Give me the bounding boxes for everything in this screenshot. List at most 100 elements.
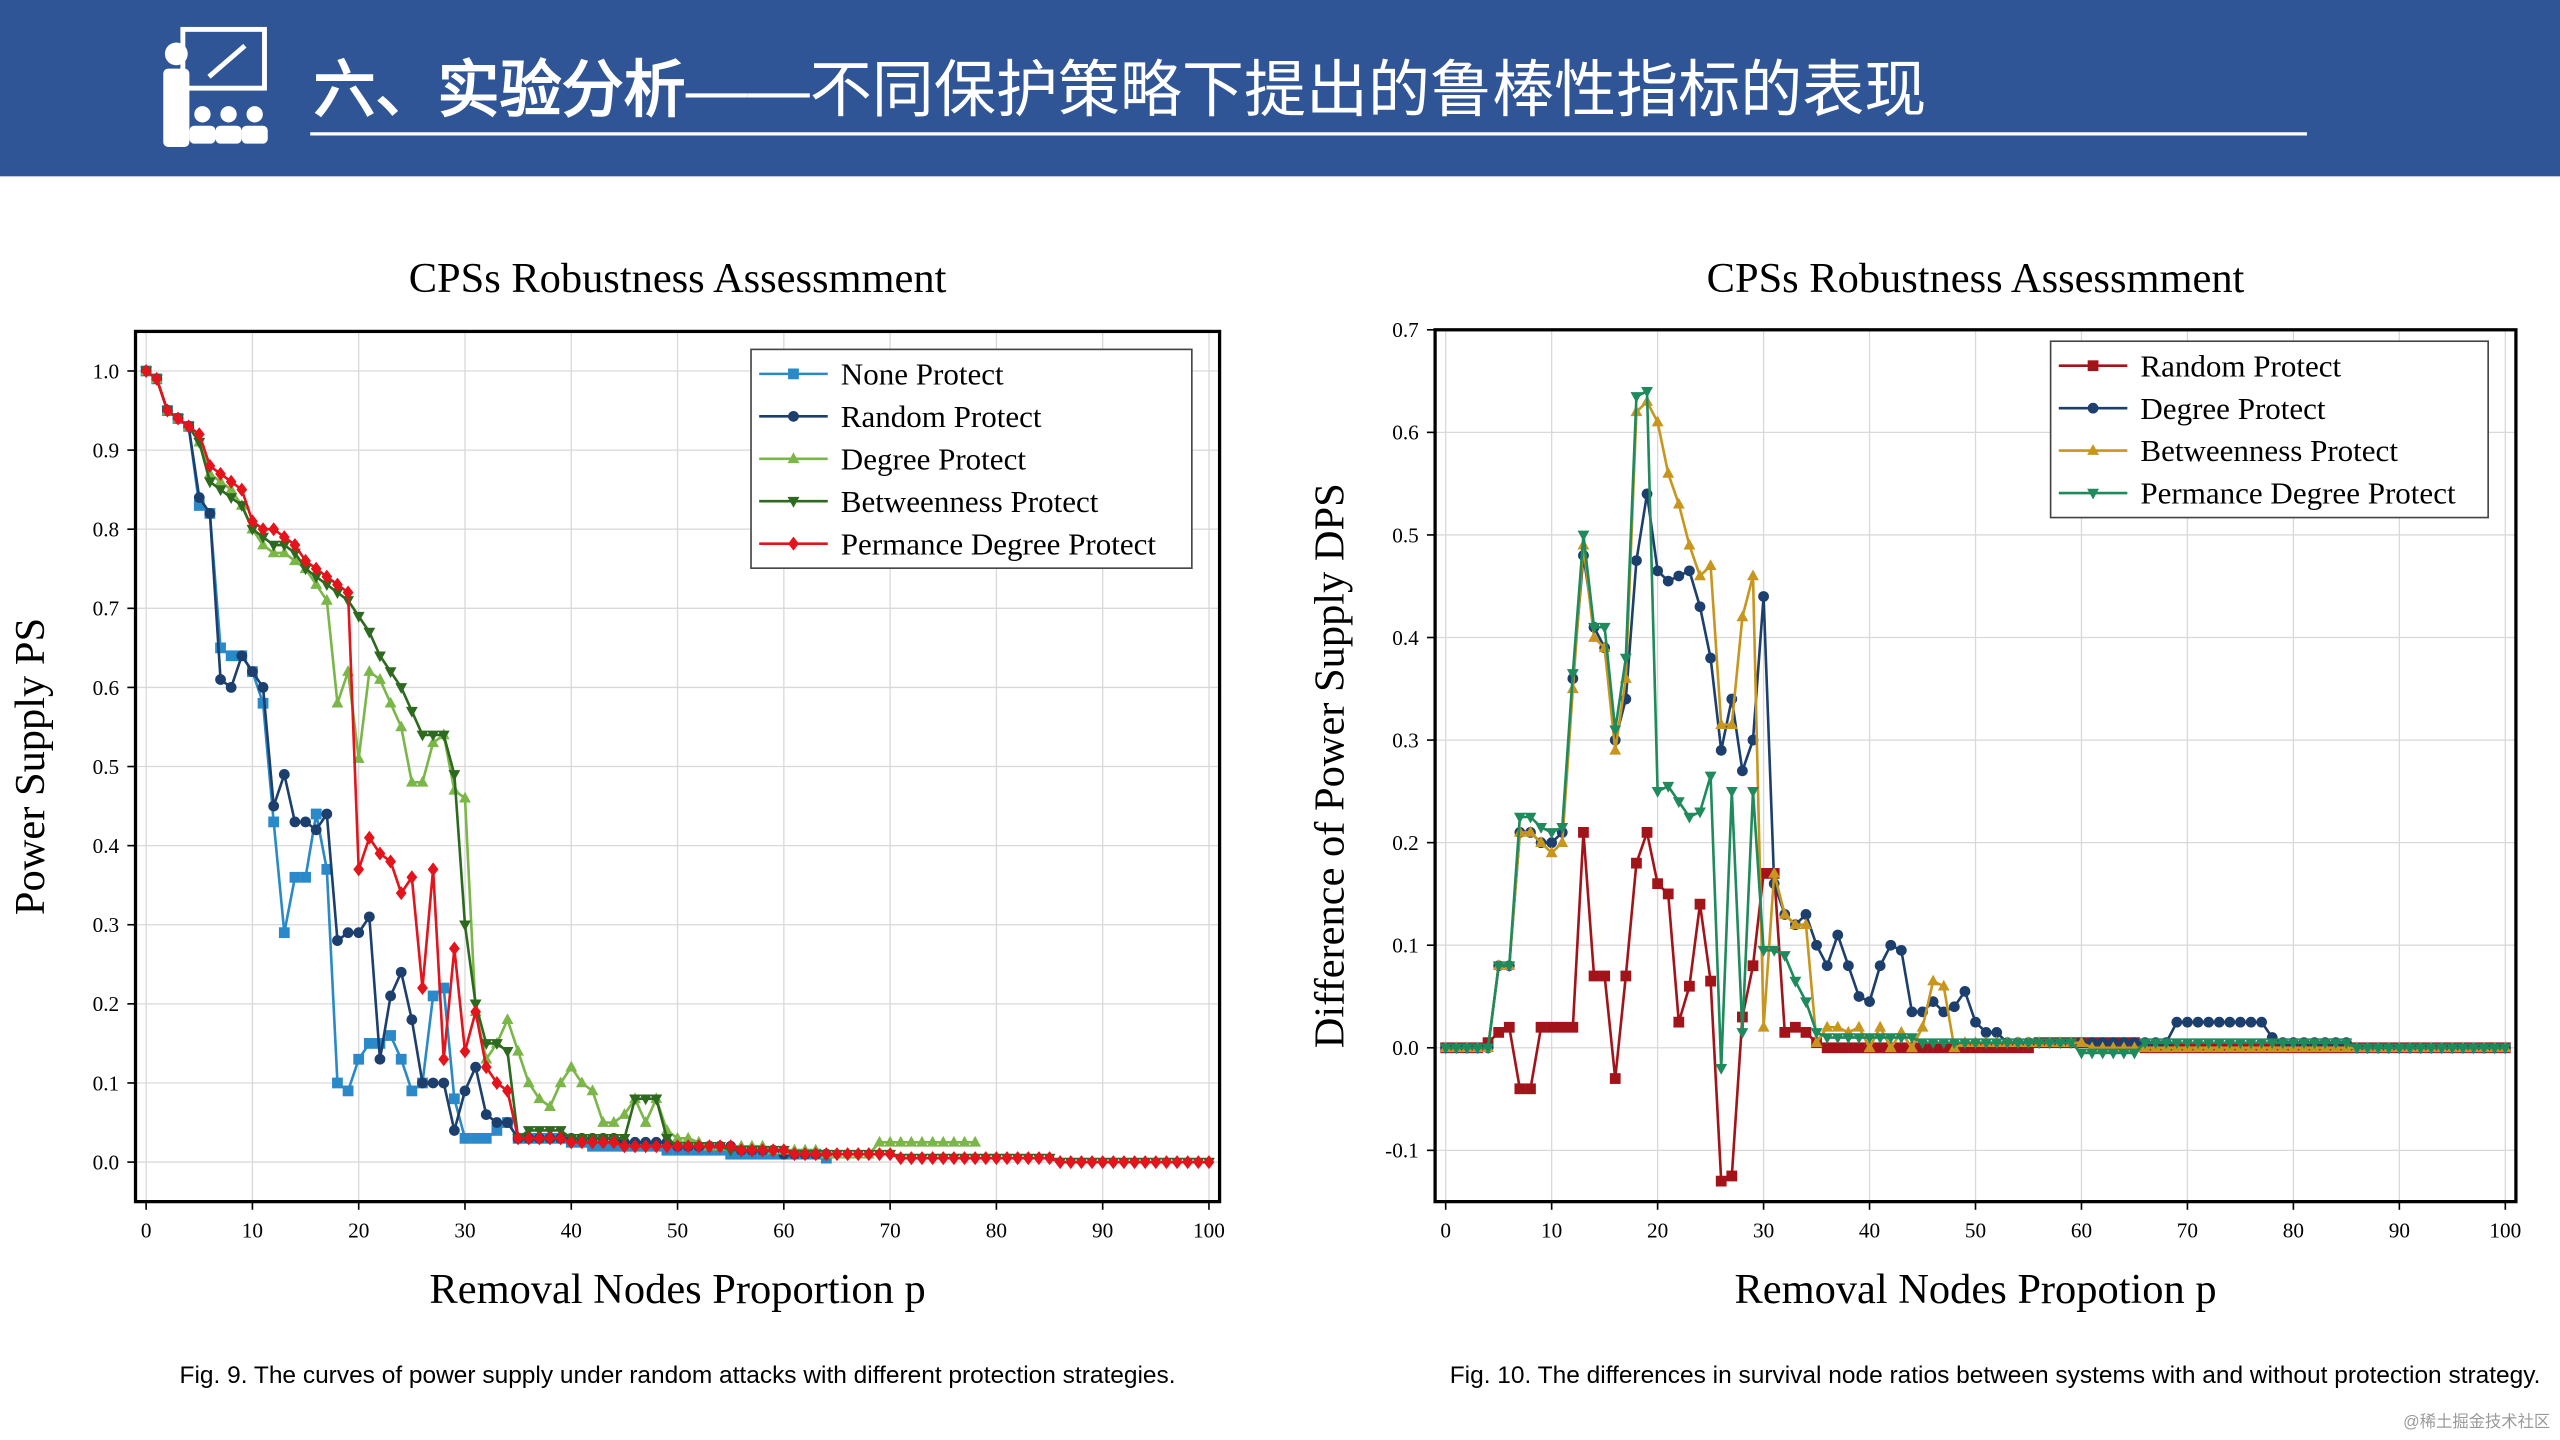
marker xyxy=(2488,1043,2501,1055)
marker xyxy=(1736,610,1749,622)
header-bar xyxy=(0,0,2560,177)
marker xyxy=(321,863,333,875)
marker xyxy=(214,485,227,497)
x-tick-label: 60 xyxy=(773,1219,794,1243)
marker xyxy=(480,1039,493,1050)
marker xyxy=(416,730,429,742)
header-title-bold: 六、实验分析 xyxy=(313,56,685,125)
marker xyxy=(299,564,312,576)
marker xyxy=(459,1132,471,1144)
legend-marker xyxy=(2087,360,2099,372)
marker xyxy=(246,524,259,536)
marker xyxy=(363,627,376,639)
y-tick-label: 0.0 xyxy=(1392,1036,1419,1060)
marker xyxy=(852,1147,864,1162)
marker xyxy=(1789,918,1802,930)
marker xyxy=(1842,1042,1854,1054)
marker xyxy=(1885,939,1897,951)
marker xyxy=(1969,1038,1982,1050)
marker xyxy=(310,578,323,589)
marker xyxy=(235,501,248,512)
marker xyxy=(151,371,163,386)
marker xyxy=(501,1047,514,1058)
marker xyxy=(2213,1038,2226,1050)
marker xyxy=(565,1060,578,1072)
marker xyxy=(958,1135,971,1147)
marker xyxy=(363,911,375,923)
marker xyxy=(1715,744,1727,756)
marker xyxy=(1556,822,1569,834)
marker xyxy=(1503,961,1516,973)
marker xyxy=(1651,415,1664,427)
marker xyxy=(959,1151,970,1166)
marker xyxy=(1630,392,1643,403)
marker xyxy=(544,1131,556,1146)
marker xyxy=(2361,1043,2374,1055)
marker xyxy=(437,730,450,742)
marker xyxy=(767,1143,779,1158)
legend-marker xyxy=(2087,402,2099,414)
marker xyxy=(1683,538,1696,550)
marker xyxy=(2022,1038,2035,1050)
marker xyxy=(1450,1043,1463,1055)
marker xyxy=(2001,1038,2014,1050)
marker xyxy=(289,816,301,828)
marker xyxy=(1001,1151,1013,1166)
legend-label: Permance Degree Protect xyxy=(841,526,1157,561)
marker xyxy=(597,1135,609,1150)
marker xyxy=(1567,1021,1579,1033)
marker xyxy=(1821,1042,1833,1054)
legend-label: Betweenness Protect xyxy=(2140,433,2398,468)
watermark: @稀土掘金技术社区 xyxy=(2403,1413,2550,1431)
marker xyxy=(905,1135,918,1147)
marker xyxy=(289,871,301,883)
marker xyxy=(831,1147,843,1162)
marker xyxy=(874,1147,885,1162)
marker xyxy=(204,458,216,473)
x-tick-label: 60 xyxy=(2071,1219,2092,1243)
marker xyxy=(1895,1033,1908,1044)
y-tick-label: 0.6 xyxy=(1392,421,1419,445)
marker xyxy=(1906,1033,1918,1044)
marker xyxy=(1672,497,1685,509)
marker xyxy=(395,966,407,978)
y-tick-label: 0.3 xyxy=(93,913,120,937)
marker xyxy=(1493,1027,1505,1038)
marker xyxy=(2075,1036,2088,1047)
marker xyxy=(405,706,418,718)
x-tick-label: 50 xyxy=(1965,1219,1986,1243)
marker xyxy=(342,1085,354,1097)
marker xyxy=(1863,1033,1876,1044)
marker xyxy=(1022,1151,1034,1166)
marker xyxy=(321,808,333,820)
marker xyxy=(2499,1043,2512,1055)
marker xyxy=(321,569,333,584)
marker xyxy=(1980,1038,1993,1050)
marker xyxy=(969,1151,981,1166)
marker xyxy=(2457,1043,2469,1055)
marker xyxy=(320,593,333,605)
marker xyxy=(947,1135,960,1147)
marker xyxy=(1832,929,1844,941)
marker xyxy=(2192,1038,2204,1050)
marker xyxy=(607,1116,620,1127)
marker xyxy=(2467,1043,2480,1055)
marker xyxy=(289,538,301,553)
marker xyxy=(937,1135,950,1147)
marker xyxy=(522,1076,535,1088)
marker xyxy=(1726,1170,1738,1182)
chart: 0 10 20 30 40 50 60 70 80 90 100 -0.1 0.0 0.1 0.2 0.3 0.… xyxy=(1307,255,2541,1389)
y-tick-label: 0.6 xyxy=(93,676,120,700)
y-tick-label: 0.1 xyxy=(93,1071,120,1095)
marker xyxy=(1546,1021,1558,1033)
legend-marker xyxy=(787,496,800,508)
marker xyxy=(342,927,354,939)
marker xyxy=(448,1125,460,1136)
marker xyxy=(183,419,195,434)
marker xyxy=(1863,1041,1876,1053)
marker xyxy=(225,650,237,662)
marker xyxy=(1958,1038,1971,1050)
marker xyxy=(385,990,396,1002)
marker xyxy=(204,507,216,519)
marker xyxy=(2182,1016,2193,1028)
